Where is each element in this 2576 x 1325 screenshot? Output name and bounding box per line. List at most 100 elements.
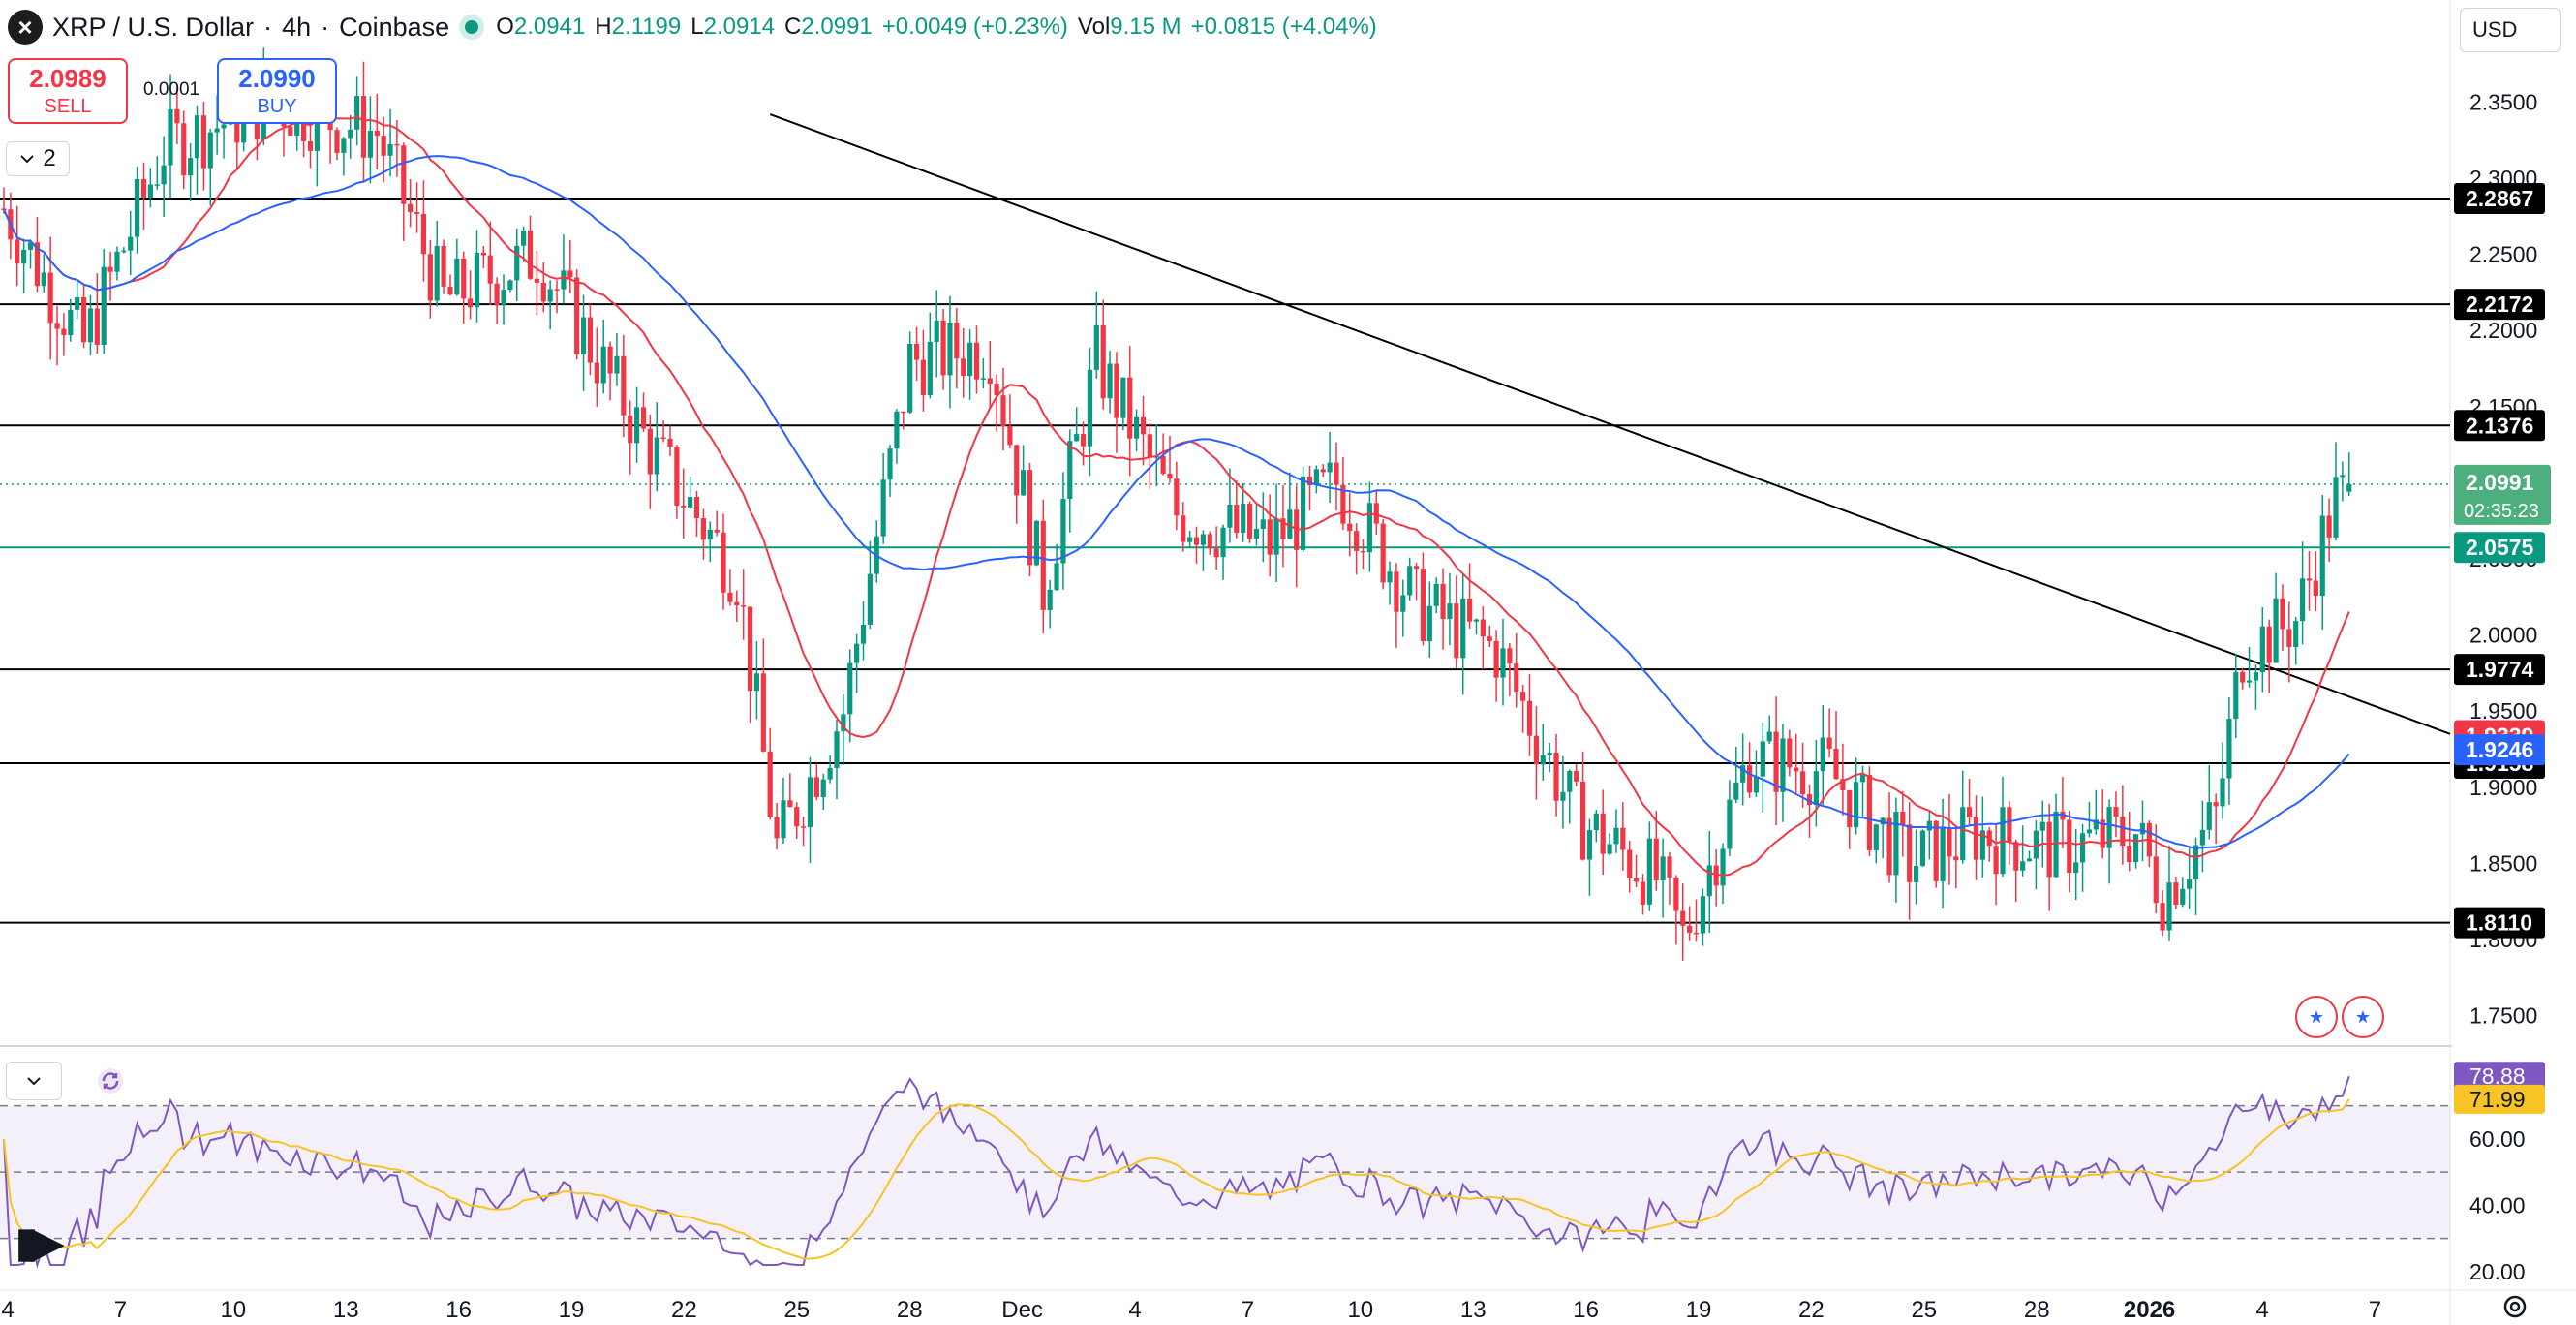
candle-body [954,322,960,359]
level-price-label-bg [2454,410,2545,442]
exchange: Coinbase [339,12,450,42]
candle-body [907,343,913,413]
price-tick-label: 1.8500 [2469,850,2537,876]
candle-body [1100,324,1106,399]
sell-label: SELL [44,96,92,117]
candle-body [420,213,427,255]
event-us-flag-icon[interactable]: ★ [2342,996,2384,1038]
candle-body [927,341,933,396]
candle-body [1613,827,1619,845]
candle-body [1460,598,1466,659]
candle-body [1800,771,1806,795]
candle-body [534,278,539,283]
symbol-name[interactable]: XRP / U.S. Dollar [52,12,255,42]
time-tick-label: 7 [114,1297,127,1323]
candle-body [1760,741,1765,777]
last-price-label: 2.0991 [2466,470,2534,495]
candle-body [1947,827,1952,857]
time-tick-label: Dec [1001,1297,1043,1323]
candle-body [1693,932,1700,935]
candle-body [1213,548,1219,558]
candle-body [614,355,620,374]
candle-body [2340,475,2346,478]
candle-body [1859,774,1866,783]
candle-body [1979,830,1985,860]
buy-button[interactable]: 2.0990 BUY [217,58,337,124]
candle-body [1400,595,1406,612]
candle-body [161,165,167,185]
candle-body [1407,566,1413,596]
candle-body [1207,534,1212,549]
candle-body [1553,752,1559,801]
candle-body [540,282,546,302]
candle-body [1886,817,1892,876]
candle-body [994,383,999,396]
candle-body [1394,571,1399,612]
candle-body [1327,462,1333,473]
tradingview-logo-icon[interactable]: ▮▶ [15,1219,63,1265]
candle-body [288,126,293,136]
rsi-collapse-button[interactable] [6,1062,62,1100]
candle-body [973,342,980,380]
candle-body [387,143,393,156]
candle-body [547,289,553,302]
candle-body [2067,819,2072,874]
candle-body [1354,531,1360,551]
sell-button[interactable]: 2.0989 SELL [8,58,128,124]
time-tick-label: 4 [1128,1297,1141,1323]
candle-body [1780,738,1786,792]
gear-icon[interactable] [2500,1292,2530,1321]
level-price-label: 1.8110 [2466,910,2532,936]
candle-body [2020,861,2026,871]
candle-body [1280,518,1286,539]
candle-body [681,505,687,508]
candle-body [1033,520,1039,566]
candle-body [1526,700,1533,736]
candle-body [760,673,766,752]
candle-body [934,320,939,342]
level-price-label: 2.2172 [2466,292,2533,317]
candle-body [1420,569,1426,641]
currency-select[interactable]: USD [2460,8,2561,52]
candle-body [1147,434,1152,458]
candle-body [1620,827,1626,850]
candle-body [1160,455,1166,474]
candle-body [128,236,134,251]
candle-body [674,447,680,506]
sync-icon [98,1068,123,1094]
candle-body [1080,434,1087,447]
candle-body [1467,598,1473,622]
candle-body [1967,807,1973,818]
candle-body [2293,621,2299,648]
candle-body [221,124,227,129]
candle-body [374,131,380,137]
candle-body [847,662,853,715]
market-status-icon[interactable] [465,20,479,34]
event-us-flag-icon[interactable]: ★ [2295,996,2338,1038]
candle-body [1480,619,1486,637]
candle-body [21,249,27,264]
candle-body [1306,476,1313,486]
candle-body [2313,580,2318,597]
candle-body [700,518,706,540]
candle-body [1433,583,1439,606]
candle-body [401,145,407,204]
candle-body [1600,813,1606,854]
candle-body [1493,640,1499,678]
candle-body [580,317,587,354]
candle-body [1007,426,1013,446]
high-value: 2.1199 [611,14,682,40]
candle-body [867,573,873,625]
candle-body [121,250,127,253]
candle-body [188,158,194,176]
indicator-collapse-button[interactable]: 2 [6,141,70,176]
chevron-down-icon [20,155,35,164]
candle-body [114,251,120,272]
candle-body [1953,856,1959,861]
candle-body [1366,503,1372,553]
interval[interactable]: 4h [282,12,312,42]
sync-button[interactable] [93,1063,128,1098]
candle-body [2039,821,2045,831]
